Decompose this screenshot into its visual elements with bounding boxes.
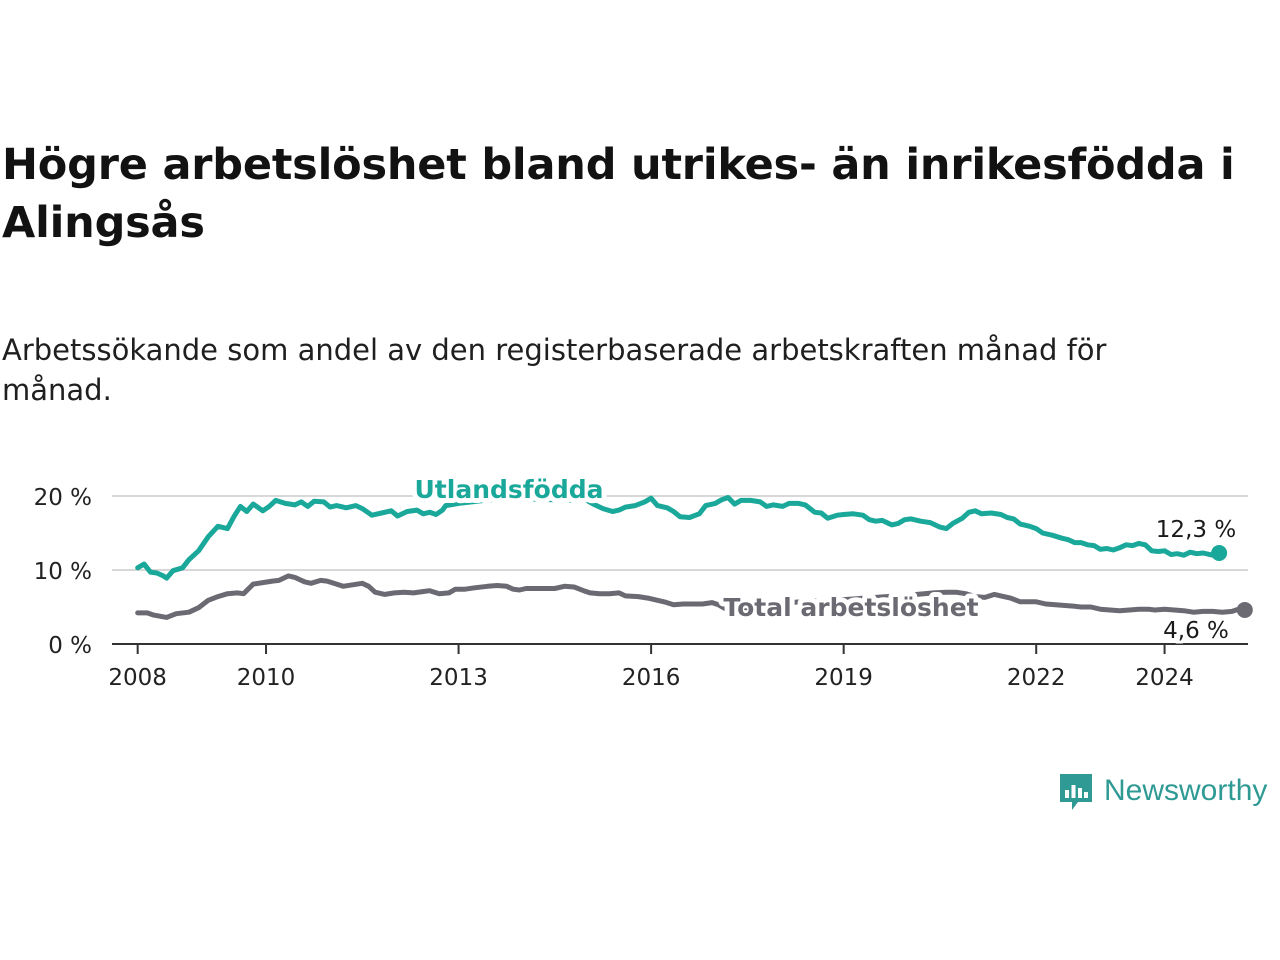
series-labels: Utlandsfödda Total arbetslöshet 12,3 % 4,6 …: [410, 470, 1240, 647]
series-label-utlandsfodda: Utlandsfödda: [415, 475, 604, 504]
x-tick-label: 2022: [1007, 665, 1066, 691]
end-label-utlandsfodda: 12,3 %: [1156, 517, 1236, 543]
x-tick-label: 2016: [622, 665, 681, 691]
end-point-utlandsfodda: [1211, 544, 1228, 561]
x-axis: 0 % 10 % 20 % 2008 2010 2013 2016 2019 2022 2024: [34, 485, 1248, 691]
x-tick-label: 2019: [814, 665, 873, 691]
brand-name: Newsworthy: [1104, 774, 1268, 807]
newsworthy-brand: Newsworthy: [1058, 772, 1267, 818]
chart-title: Högre arbetslöshet bland utrikes- än inr…: [2, 140, 1235, 248]
series-lines: [135, 495, 1253, 620]
y-tick-label: 20 %: [34, 485, 92, 511]
series-label-total: Total arbetslöshet: [723, 593, 978, 622]
x-tick-label: 2010: [237, 665, 296, 691]
chart-subtitle: Arbetssökande som andel av den registerb…: [2, 333, 1107, 407]
x-tick-label: 2024: [1135, 665, 1194, 691]
end-label-total: 4,6 %: [1163, 618, 1229, 644]
newsworthy-logo-icon: [1060, 774, 1092, 810]
series-line-utlandsfodda: [135, 495, 1222, 581]
y-tick-label: 10 %: [34, 559, 92, 585]
x-tick-label: 2008: [108, 665, 167, 691]
gridlines: [112, 495, 1248, 571]
series-line-total: [135, 573, 1248, 620]
x-tick-label: 2013: [429, 665, 488, 691]
y-tick-label: 0 %: [48, 633, 92, 659]
end-point-total: [1236, 601, 1253, 618]
